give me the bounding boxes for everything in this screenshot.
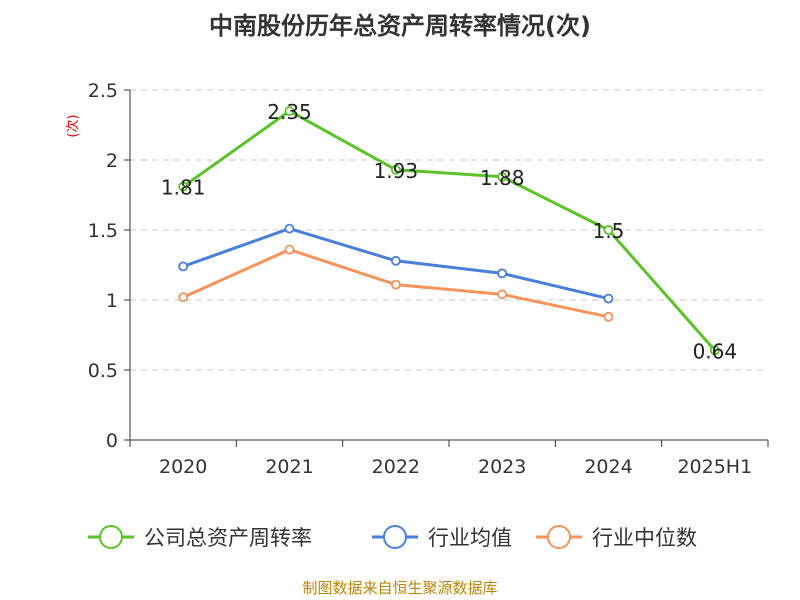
- x-tick-label: 2021: [265, 456, 313, 478]
- y-tick-label: 2.5: [88, 80, 118, 102]
- x-tick-label: 2025H1: [677, 456, 752, 478]
- data-label: 0.64: [693, 339, 738, 363]
- data-point: [178, 292, 189, 303]
- legend-item-2[interactable]: 行业中位数: [536, 525, 697, 550]
- data-label: 1.81: [161, 176, 206, 200]
- legend-item-0[interactable]: 公司总资产周转率: [88, 525, 312, 550]
- data-label: 1.93: [374, 159, 419, 183]
- y-tick-label: 1.5: [88, 220, 118, 242]
- legend-swatch-marker: [547, 525, 571, 549]
- axes: 0 0.5 1 1.5 2 2.5 2020 2021 2022 2023 2024 2025H1: [88, 80, 769, 478]
- data-point: [178, 261, 189, 272]
- y-tick-label: 2: [106, 150, 118, 172]
- series-lines: [178, 106, 720, 356]
- data-point: [178, 181, 189, 192]
- data-point: [284, 244, 295, 255]
- source-note: 制图数据来自恒生聚源数据库: [302, 579, 497, 597]
- data-point: [390, 255, 401, 266]
- y-tick-label: 0: [106, 430, 118, 452]
- legend-item-1[interactable]: 行业均值: [372, 525, 512, 550]
- chart-title: 中南股份历年总资产周转率情况(次): [209, 12, 591, 40]
- data-label: 1.88: [480, 166, 525, 190]
- legend-label: 行业均值: [428, 526, 512, 550]
- legend[interactable]: 公司总资产周转率 行业均值 行业中位数: [88, 525, 697, 550]
- legend-swatch-marker: [99, 525, 123, 549]
- data-label: 1.5: [593, 219, 625, 243]
- legend-swatch-marker: [383, 525, 407, 549]
- x-tick-label: 2022: [372, 456, 420, 478]
- data-point: [603, 293, 614, 304]
- y-tick-label: 1: [106, 290, 118, 312]
- data-point: [603, 311, 614, 322]
- data-point: [709, 345, 720, 356]
- data-point: [284, 106, 295, 116]
- x-tick-label: 2023: [478, 456, 526, 478]
- data-point: [497, 268, 508, 279]
- y-axis-label: (次): [65, 114, 81, 137]
- data-point: [603, 225, 614, 235]
- legend-label: 公司总资产周转率: [144, 526, 312, 550]
- data-labels: 1.81 2.35 1.93 1.88 1.5 0.64: [161, 100, 737, 363]
- data-point: [390, 279, 401, 290]
- x-tick-label: 2024: [584, 456, 632, 478]
- x-tick-label: 2020: [159, 456, 207, 478]
- data-point: [390, 164, 401, 175]
- data-label: 2.35: [267, 100, 312, 124]
- y-tick-label: 0.5: [88, 360, 118, 382]
- data-point: [497, 171, 508, 182]
- data-point: [284, 223, 295, 234]
- grid-lines: [130, 89, 768, 371]
- legend-label: 行业中位数: [592, 526, 697, 550]
- series-line-0: [182, 109, 716, 352]
- data-point: [497, 289, 508, 300]
